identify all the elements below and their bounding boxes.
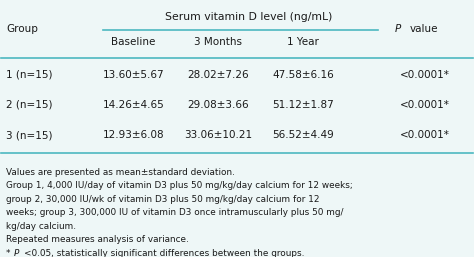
Text: 12.93±6.08: 12.93±6.08 [102, 130, 164, 140]
Text: 2 (n=15): 2 (n=15) [6, 100, 53, 110]
Text: Repeated measures analysis of variance.: Repeated measures analysis of variance. [6, 235, 189, 244]
Text: value: value [410, 24, 438, 34]
Text: <0.0001*: <0.0001* [400, 100, 449, 110]
Text: Group: Group [6, 24, 38, 34]
Text: 33.06±10.21: 33.06±10.21 [184, 130, 252, 140]
Text: 3 Months: 3 Months [194, 37, 242, 47]
Text: Baseline: Baseline [111, 37, 155, 47]
Text: kg/day calcium.: kg/day calcium. [6, 222, 76, 231]
Text: 1 (n=15): 1 (n=15) [6, 70, 53, 80]
Text: 47.58±6.16: 47.58±6.16 [272, 70, 334, 80]
Text: <0.0001*: <0.0001* [400, 130, 449, 140]
Text: 28.02±7.26: 28.02±7.26 [187, 70, 249, 80]
Text: 14.26±4.65: 14.26±4.65 [102, 100, 164, 110]
Text: P: P [395, 24, 401, 34]
Text: *: * [6, 249, 10, 257]
Text: <0.05, statistically significant differences between the groups.: <0.05, statistically significant differe… [24, 249, 304, 257]
Text: group 2, 30,000 IU/wk of vitamin D3 plus 50 mg/kg/day calcium for 12: group 2, 30,000 IU/wk of vitamin D3 plus… [6, 195, 319, 204]
Text: P: P [14, 249, 19, 257]
Text: 51.12±1.87: 51.12±1.87 [272, 100, 334, 110]
Text: Values are presented as mean±standard deviation.: Values are presented as mean±standard de… [6, 168, 235, 177]
Text: <0.0001*: <0.0001* [400, 70, 449, 80]
Text: Serum vitamin D level (ng/mL): Serum vitamin D level (ng/mL) [165, 12, 332, 22]
Text: 3 (n=15): 3 (n=15) [6, 130, 53, 140]
Text: Group 1, 4,000 IU/day of vitamin D3 plus 50 mg/kg/day calcium for 12 weeks;: Group 1, 4,000 IU/day of vitamin D3 plus… [6, 181, 353, 190]
Text: 1 Year: 1 Year [287, 37, 319, 47]
Text: 29.08±3.66: 29.08±3.66 [187, 100, 249, 110]
Text: 13.60±5.67: 13.60±5.67 [102, 70, 164, 80]
Text: 56.52±4.49: 56.52±4.49 [272, 130, 334, 140]
Text: weeks; group 3, 300,000 IU of vitamin D3 once intramuscularly plus 50 mg/: weeks; group 3, 300,000 IU of vitamin D3… [6, 208, 344, 217]
